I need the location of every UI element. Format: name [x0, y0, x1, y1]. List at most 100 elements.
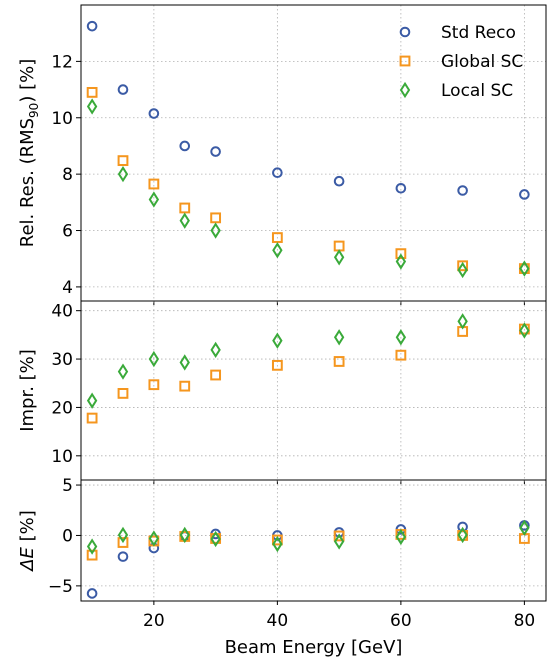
y-tick-label: 30 [51, 350, 73, 370]
data-point [86, 20, 98, 32]
data-point [117, 388, 129, 399]
data-point [86, 549, 98, 561]
data-point [271, 232, 283, 243]
data-point [519, 322, 530, 339]
data-point [117, 526, 129, 544]
series-local-sc [86, 98, 530, 279]
data-point [333, 533, 345, 550]
data-point [148, 108, 160, 119]
x-tick-label: 60 [390, 611, 412, 631]
data-point [148, 530, 160, 547]
y-tick-label: 40 [51, 302, 73, 322]
data-point [519, 260, 530, 277]
data-point [210, 341, 221, 359]
data-point [395, 349, 407, 361]
y-axis-label: Rel. Res. (RMS90) [%] [17, 59, 41, 247]
data-point [333, 530, 345, 542]
data-point [333, 329, 345, 346]
data-point [272, 535, 283, 553]
data-point [210, 212, 222, 224]
data-point [395, 248, 407, 260]
data-point [457, 185, 468, 196]
x-tick-label: 80 [514, 611, 536, 631]
legend-item-global-sc: Global SC [399, 52, 523, 72]
data-point [117, 165, 129, 183]
data-point [271, 534, 283, 546]
series-local-sc [86, 519, 530, 555]
data-point [271, 359, 283, 371]
y-tick-label: 20 [51, 398, 73, 418]
data-point [117, 363, 129, 380]
x-tick-label: 20 [143, 611, 165, 631]
panel-frame [80, 4, 547, 302]
data-point [457, 313, 468, 330]
data-point [210, 222, 221, 239]
panel-frame [80, 479, 547, 602]
data-point [179, 212, 190, 229]
legend-item-std-reco: Std Reco [399, 23, 516, 43]
y-tick-label: 8 [62, 165, 73, 185]
data-point [272, 332, 283, 349]
data-point [395, 528, 407, 546]
data-point [333, 240, 345, 252]
legend-label: Global SC [441, 52, 523, 72]
data-point [117, 537, 129, 548]
panel-delta-e: −5 0 5 ΔE [%] [17, 476, 547, 605]
panels-group: 4 6 8 10 12 Rel. Res. (RMS90) [%] 10 20 30 40 Impr… [17, 4, 547, 605]
data-point [333, 249, 345, 266]
legend-label: Local SC [441, 81, 513, 101]
legend-marker [399, 26, 411, 38]
series-global-sc [86, 323, 530, 424]
legend: Std Reco Global SC Local SC [399, 23, 523, 101]
y-axis-label: Impr. [%] [17, 349, 38, 432]
data-point [457, 260, 469, 272]
legend-item-local-sc: Local SC [399, 81, 513, 101]
data-point [519, 189, 530, 200]
y-tick-label: 0 [62, 526, 73, 546]
data-point [457, 526, 468, 544]
data-point [519, 519, 530, 537]
data-point [117, 155, 129, 167]
y-tick-label: 5 [62, 476, 73, 496]
data-point [179, 380, 191, 392]
data-point [179, 140, 191, 152]
data-point [86, 98, 98, 115]
data-point [86, 412, 98, 424]
y-tick-label: −5 [48, 577, 73, 597]
series-std-reco [86, 20, 530, 200]
legend-label: Std Reco [441, 23, 516, 43]
data-point [457, 261, 468, 279]
data-point [86, 392, 98, 409]
data-point [179, 202, 191, 214]
x-axis: 20 40 60 80 Beam Energy [GeV] [143, 611, 535, 658]
data-point [210, 369, 222, 381]
data-point [179, 526, 190, 544]
y-tick-label: 10 [51, 109, 73, 129]
series-local-sc [86, 313, 530, 409]
panel-resolution: 4 6 8 10 12 Rel. Res. (RMS90) [%] [17, 4, 547, 305]
data-point [148, 178, 160, 190]
data-point [86, 588, 98, 599]
data-point [210, 146, 221, 157]
x-tick-label: 40 [267, 611, 289, 631]
data-point [117, 84, 129, 95]
data-point [333, 175, 345, 187]
panel-improvement: 10 20 30 40 Impr. [%] [17, 300, 547, 484]
data-point [86, 538, 98, 555]
data-point [210, 530, 221, 548]
data-point [148, 350, 160, 368]
y-axis-label: ΔE [%] [17, 510, 38, 573]
data-point [272, 242, 283, 259]
data-point [395, 253, 407, 270]
data-point [272, 167, 283, 179]
x-axis-label: Beam Energy [GeV] [225, 637, 403, 658]
data-point [148, 379, 160, 391]
y-tick-label: 12 [51, 52, 73, 72]
data-point [395, 182, 407, 194]
data-point [117, 551, 129, 562]
y-tick-label: 4 [62, 278, 73, 298]
data-point [395, 329, 407, 346]
y-tick-label: 10 [51, 447, 73, 467]
data-point [333, 356, 345, 367]
